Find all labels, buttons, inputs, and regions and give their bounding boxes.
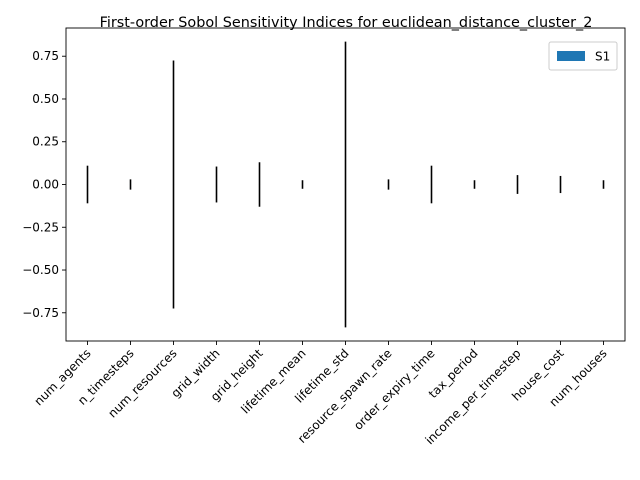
legend-swatch-s1 [557,51,585,61]
y-tick-label: 0.50 [32,92,59,106]
plot-area [65,27,626,342]
y-axis: −0.75 −0.50 −0.25 0.00 0.25 0.50 0.75 [22,49,66,320]
y-tick-label: −0.50 [22,263,59,277]
y-tick-label: −0.25 [22,220,59,234]
legend: S1 [548,41,618,71]
x-tick-label: order_expiry_time [351,346,438,433]
y-tick-label: 0.25 [32,135,59,149]
x-axis: num_agentsn_timestepsnum_resourcesgrid_w… [32,341,610,447]
chart-title: First-order Sobol Sensitivity Indices fo… [100,15,593,31]
legend-label-s1: S1 [595,50,610,64]
y-tick-label: 0.00 [32,178,59,192]
y-tick-label: −0.75 [22,306,59,320]
y-tick-label: 0.75 [32,49,59,63]
